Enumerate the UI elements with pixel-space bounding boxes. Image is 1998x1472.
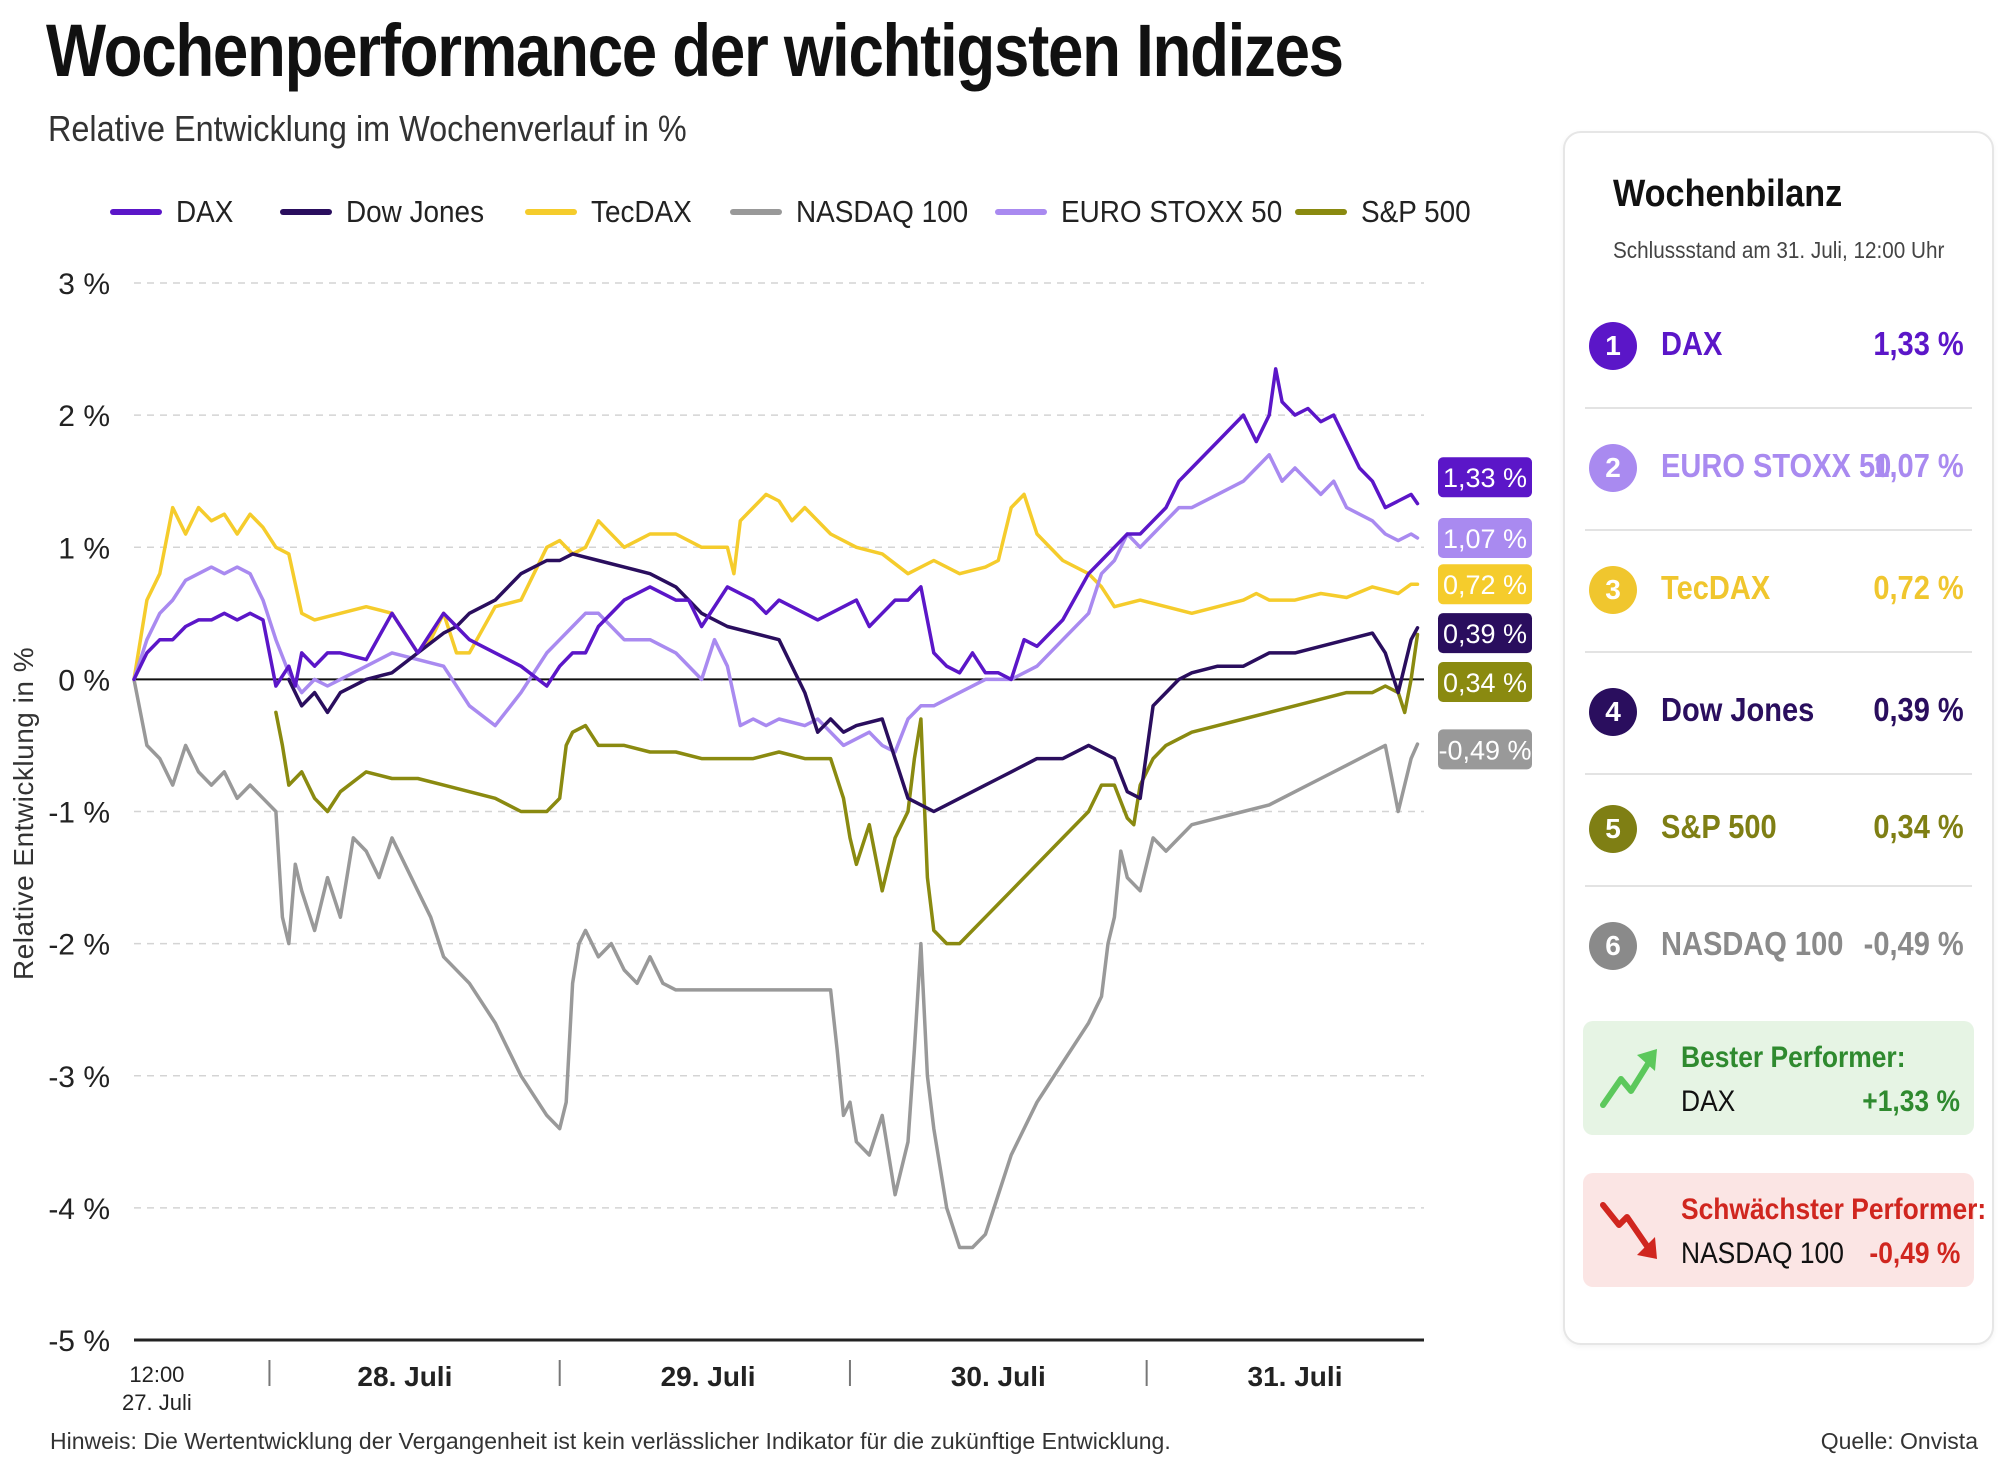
rank-badge: 4	[1589, 688, 1637, 736]
y-tick-label: -4 %	[48, 1193, 110, 1226]
x-tick-label: 27. Juli	[122, 1390, 192, 1415]
footnote: Hinweis: Die Wertentwicklung der Vergang…	[50, 1428, 1171, 1454]
rank-index-value: 1,07 %	[1873, 447, 1964, 484]
legend-swatch	[280, 209, 332, 215]
end-value-label-bg	[1438, 662, 1532, 703]
ranking-row: 6 NASDAQ 100 -0,49 %	[1585, 885, 1972, 1007]
y-tick-label: -5 %	[48, 1325, 110, 1358]
rank-badge: 1	[1589, 322, 1637, 370]
y-tick-label: 3 %	[58, 268, 110, 301]
end-value-text: 1,07 %	[1443, 524, 1527, 554]
end-value-text: 0,39 %	[1443, 619, 1527, 649]
x-tick-label: 31. Juli	[1248, 1361, 1343, 1392]
trend-down-arrow-icon	[1600, 1202, 1657, 1259]
ranking-row: 4 Dow Jones 0,39 %	[1585, 651, 1972, 775]
x-tick-label: 29. Juli	[661, 1361, 756, 1392]
legend-label: DAX	[176, 194, 234, 229]
legend-swatch	[730, 209, 782, 215]
rank-index-name: S&P 500	[1661, 808, 1777, 845]
series-line-dow-jones	[287, 552, 1420, 814]
source-note: Quelle: Onvista	[1820, 1428, 1978, 1454]
legend-item: DAX	[110, 194, 240, 230]
end-value-label: 0,39 %	[1438, 613, 1532, 654]
line-chart: 3 % 2 % 1 % 0 % -1 % -2 % -3 % -4 % -5 % 12:00 27.…	[48, 268, 1532, 1415]
weekly-summary-panel: Wochenbilanz Schlussstand am 31. Juli, 1…	[1563, 131, 1994, 1345]
best-performer-box: Bester Performer: DAX +1,33 %	[1583, 1021, 1974, 1135]
end-value-label: 1,33 %	[1438, 457, 1532, 498]
legend-item: EURO STOXX 50	[995, 194, 1307, 230]
end-value-label-bg	[1438, 613, 1532, 654]
end-value-text: 0,34 %	[1443, 668, 1527, 698]
legend-item: S&P 500	[1295, 194, 1483, 230]
y-tick-label: 2 %	[58, 400, 110, 433]
legend-label: S&P 500	[1361, 194, 1471, 229]
series-line-tecdax	[132, 492, 1420, 682]
end-value-text: 0,72 %	[1443, 570, 1527, 600]
rank-index-value: 0,39 %	[1873, 691, 1964, 728]
legend-swatch	[525, 209, 577, 215]
best-performer-value: +1,33 %	[1862, 1085, 1960, 1118]
legend-item: NASDAQ 100	[730, 194, 987, 230]
x-tick-label: 30. Juli	[951, 1361, 1046, 1392]
rank-badge: 6	[1589, 922, 1637, 970]
rank-index-value: -0,49 %	[1863, 925, 1964, 962]
series-line-nasdaq-100	[132, 677, 1420, 1250]
legend-item: Dow Jones	[280, 194, 499, 230]
chart-subtitle: Relative Entwicklung im Wochenverlauf in…	[48, 108, 687, 149]
rank-index-value: 0,34 %	[1873, 808, 1964, 845]
worst-performer-box: Schwächster Performer: NASDAQ 100 -0,49 …	[1583, 1173, 1986, 1287]
end-value-text: 1,33 %	[1443, 463, 1527, 493]
rank-badge: 3	[1589, 566, 1637, 614]
best-performer-name: DAX	[1681, 1085, 1736, 1118]
y-tick-label: 0 %	[58, 664, 110, 697]
rank-index-name: NASDAQ 100	[1661, 925, 1844, 962]
chart-title: Wochenperformance der wichtigsten Indize…	[46, 9, 1344, 92]
end-value-label-bg	[1438, 518, 1532, 559]
end-value-text: -0,49 %	[1438, 735, 1531, 765]
end-value-label: -0,49 %	[1438, 729, 1532, 770]
legend-item: TecDAX	[525, 194, 703, 230]
rank-badge: 2	[1589, 444, 1637, 492]
x-tick-label: 12:00	[129, 1362, 184, 1387]
rank-index-name: TecDAX	[1661, 569, 1771, 606]
series-line-euro-stoxx-50	[132, 453, 1420, 754]
panel-title: Wochenbilanz	[1613, 173, 1843, 215]
end-value-label-bg	[1438, 457, 1532, 498]
legend-label: NASDAQ 100	[796, 194, 969, 229]
rank-index-name: DAX	[1661, 325, 1723, 362]
worst-performer-value: -0,49 %	[1869, 1237, 1960, 1270]
end-value-label-bg	[1438, 564, 1532, 605]
legend-label: TecDAX	[591, 194, 692, 229]
legend-swatch	[110, 209, 162, 215]
rank-index-name: EURO STOXX 50	[1661, 447, 1892, 484]
y-tick-label: -1 %	[48, 797, 110, 830]
series-line-dax	[132, 367, 1420, 688]
series-line-s-p-500	[274, 632, 1420, 946]
end-value-label: 0,34 %	[1438, 662, 1532, 703]
ranking-row: 2 EURO STOXX 50 1,07 %	[1585, 407, 1972, 531]
y-tick-label: -2 %	[48, 929, 110, 962]
y-tick-label: 1 %	[58, 532, 110, 565]
panel-subtitle: Schlussstand am 31. Juli, 12:00 Uhr	[1613, 237, 1945, 263]
trend-up-arrow-icon	[1600, 1049, 1657, 1108]
end-value-label: 1,07 %	[1438, 518, 1532, 559]
ranking-row: 5 S&P 500 0,34 %	[1585, 773, 1972, 887]
legend-swatch	[1295, 209, 1347, 215]
legend-label: Dow Jones	[346, 194, 485, 229]
best-performer-heading: Bester Performer:	[1681, 1041, 1906, 1074]
x-tick-label: 28. Juli	[357, 1361, 452, 1392]
worst-performer-heading: Schwächster Performer:	[1681, 1193, 1987, 1226]
ranking-row: 3 TecDAX 0,72 %	[1585, 529, 1972, 653]
end-value-label-bg	[1438, 729, 1532, 770]
rank-index-value: 0,72 %	[1873, 569, 1964, 606]
legend-swatch	[995, 209, 1047, 215]
rank-badge: 5	[1589, 805, 1637, 853]
rank-index-value: 1,33 %	[1873, 325, 1964, 362]
legend-label: EURO STOXX 50	[1061, 194, 1283, 229]
end-value-label: 0,72 %	[1438, 564, 1532, 605]
ranking-row: 1 DAX 1,33 %	[1585, 285, 1972, 409]
y-tick-label: -3 %	[48, 1061, 110, 1094]
worst-performer-name: NASDAQ 100	[1681, 1237, 1844, 1270]
rank-index-name: Dow Jones	[1661, 691, 1815, 728]
